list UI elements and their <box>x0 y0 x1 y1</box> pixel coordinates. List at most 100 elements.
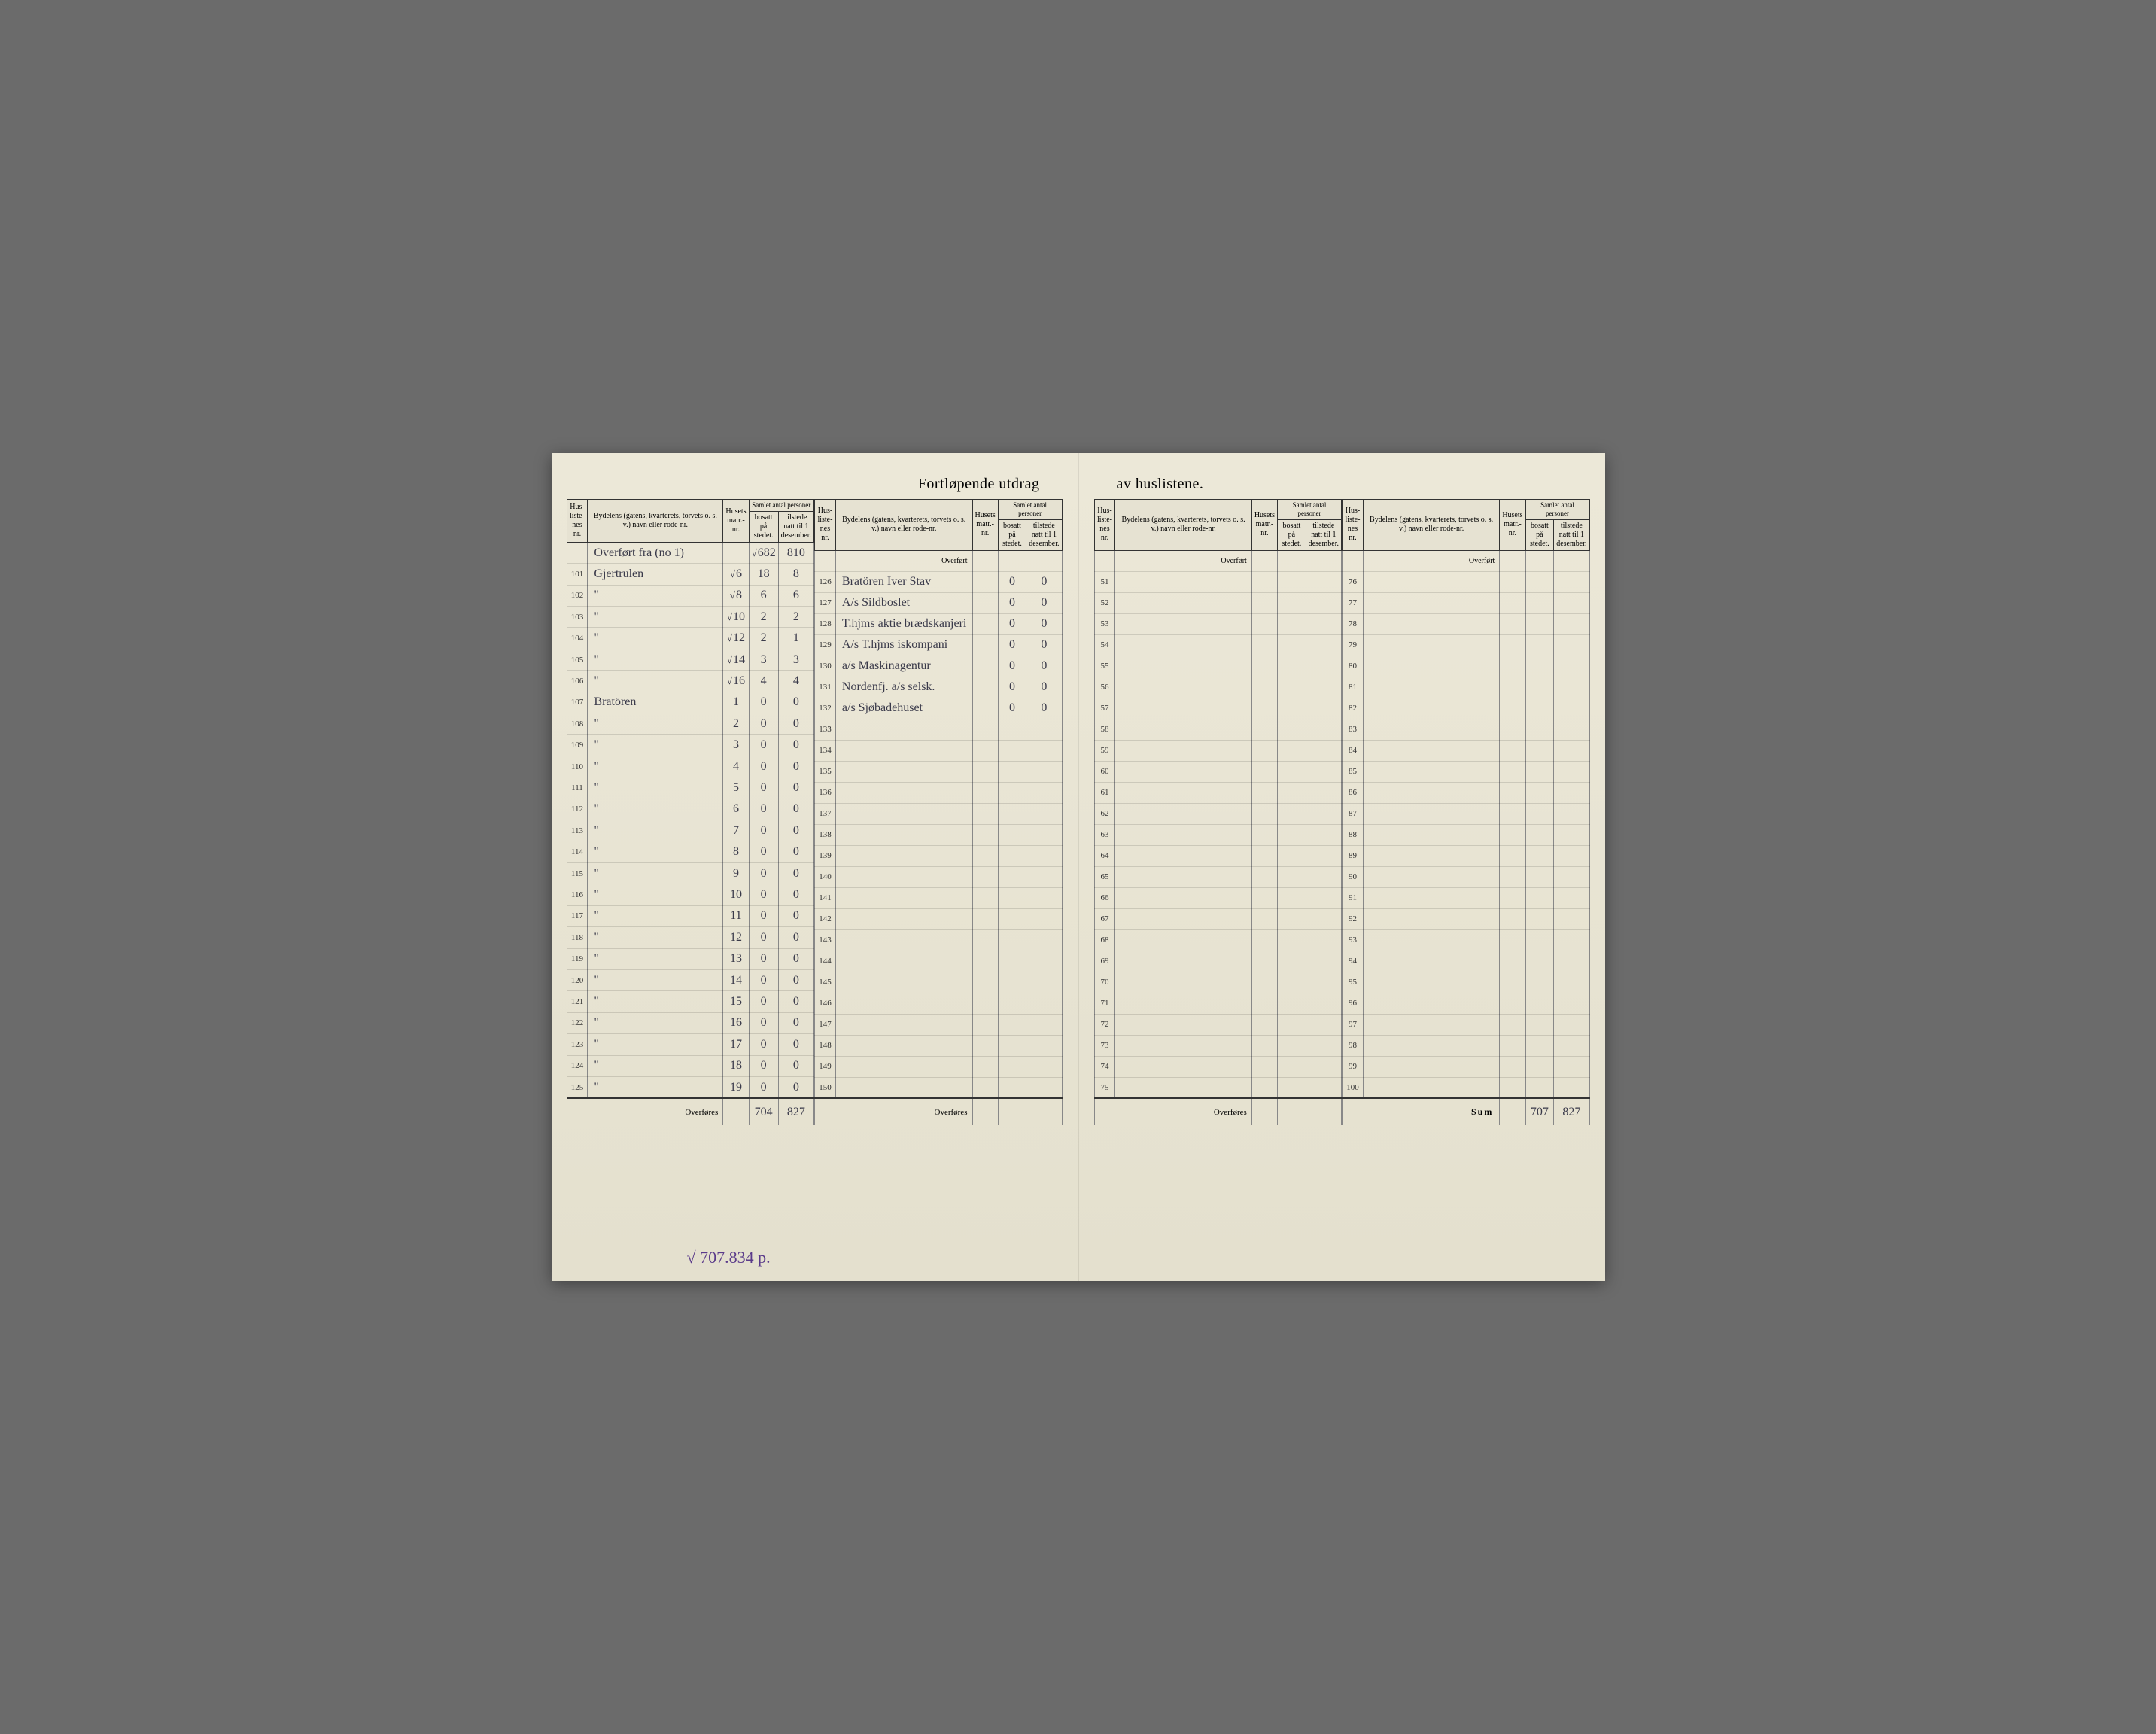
table-row: 80 <box>1343 656 1590 677</box>
table-row: 125"1900 <box>567 1076 814 1098</box>
table-row: 91 <box>1343 887 1590 908</box>
table-row: 66 <box>1094 887 1342 908</box>
sum-bo: 707 <box>1525 1098 1554 1125</box>
table-row: 116"1000 <box>567 884 814 905</box>
table-row: 99 <box>1343 1056 1590 1077</box>
table-row: 86 <box>1343 782 1590 803</box>
table-row: 107Bratören100 <box>567 692 814 713</box>
table-row: 137 <box>815 803 1063 824</box>
table-row: 67 <box>1094 908 1342 929</box>
table-row: 96 <box>1343 993 1590 1014</box>
table-row: 123"1700 <box>567 1034 814 1055</box>
table-row: 119"1300 <box>567 948 814 969</box>
table-row: 148 <box>815 1035 1063 1056</box>
table-row: 131Nordenfj. a/s selsk.00 <box>815 677 1063 698</box>
table-row: 117"1100 <box>567 905 814 926</box>
table-row: 63 <box>1094 824 1342 845</box>
table-row: 118"1200 <box>567 927 814 948</box>
table-row: 89 <box>1343 845 1590 866</box>
table-row: 82 <box>1343 698 1590 719</box>
left-page: Fortløpende utdrag Hus-liste-nes nr. Byd… <box>552 453 1078 1281</box>
table-left-a: Hus-liste-nes nr. Bydelens (gatens, kvar… <box>567 499 815 1125</box>
table-row: Overført <box>1343 550 1590 571</box>
thead: Hus-liste-nes nr. Bydelens (gatens, kvar… <box>567 500 814 543</box>
table-row: 57 <box>1094 698 1342 719</box>
h-nr: Hus-liste-nes nr. <box>567 500 588 543</box>
table-row: 115"900 <box>567 862 814 884</box>
table-row: 145 <box>815 972 1063 993</box>
table-row: 138 <box>815 824 1063 845</box>
table-row: 97 <box>1343 1014 1590 1035</box>
table-row: 100 <box>1343 1077 1590 1098</box>
carryout-ti: 827 <box>778 1098 813 1125</box>
table-row: 90 <box>1343 866 1590 887</box>
table-row: 112"600 <box>567 799 814 820</box>
table-row: 56 <box>1094 677 1342 698</box>
table-row: 73 <box>1094 1035 1342 1056</box>
table-row: 81 <box>1343 677 1590 698</box>
table-row: 135 <box>815 761 1063 782</box>
table-row: 111"500 <box>567 777 814 799</box>
table-row: 113"700 <box>567 820 814 841</box>
table-row: 136 <box>815 782 1063 803</box>
table-row: 105"√1433 <box>567 649 814 670</box>
table-row: 132a/s Sjøbadehuset00 <box>815 698 1063 719</box>
table-row: 126Bratören Iver Stav00 <box>815 571 1063 592</box>
table-row: 95 <box>1343 972 1590 993</box>
table-row: 54 <box>1094 634 1342 656</box>
table-row: 104"√1221 <box>567 628 814 649</box>
ledger-spread: Fortløpende utdrag Hus-liste-nes nr. Byd… <box>552 453 1605 1281</box>
table-row: 71 <box>1094 993 1342 1014</box>
right-page: av huslistene. Hus-liste-nes nr. Bydelen… <box>1078 453 1605 1281</box>
table-row: 52 <box>1094 592 1342 613</box>
table-row: 65 <box>1094 866 1342 887</box>
table-row: 75 <box>1094 1077 1342 1098</box>
table-row: Overført <box>1094 550 1342 571</box>
overfores-label: Overføres <box>567 1098 723 1125</box>
table-row: Overført <box>815 550 1063 571</box>
table-row: 62 <box>1094 803 1342 824</box>
table-row: 141 <box>815 887 1063 908</box>
table-row: 114"800 <box>567 841 814 862</box>
table-row: 74 <box>1094 1056 1342 1077</box>
table-row: 64 <box>1094 845 1342 866</box>
table-row: 120"1400 <box>567 969 814 990</box>
table-row: 108"200 <box>567 713 814 735</box>
sum-label: Sum <box>1343 1098 1500 1125</box>
table-row: 143 <box>815 929 1063 951</box>
table-row: 68 <box>1094 929 1342 951</box>
table-row: 149 <box>815 1056 1063 1077</box>
table-row: 134 <box>815 740 1063 761</box>
table-row: 51 <box>1094 571 1342 592</box>
table-row: 77 <box>1343 592 1590 613</box>
table-row: Overført fra (no 1)√682810 <box>567 542 814 563</box>
table-row: 109"300 <box>567 735 814 756</box>
h-matr: Husets matr.-nr. <box>723 500 749 543</box>
table-row: 150 <box>815 1077 1063 1098</box>
table-row: 92 <box>1343 908 1590 929</box>
table-row: 72 <box>1094 1014 1342 1035</box>
h-group: Samlet antal personer <box>749 500 813 512</box>
title-left: Fortløpende utdrag <box>567 476 1063 493</box>
table-row: 58 <box>1094 719 1342 740</box>
table-row: 93 <box>1343 929 1590 951</box>
h-tilstede: tilstede natt til 1 desember. <box>778 511 813 542</box>
table-row: 69 <box>1094 951 1342 972</box>
table-row: 121"1500 <box>567 991 814 1012</box>
table-row: 128T.hjms aktie brædskanjeri00 <box>815 613 1063 634</box>
table-row: 85 <box>1343 761 1590 782</box>
table-row: 133 <box>815 719 1063 740</box>
grand-total: √ 707.834 p. <box>687 1248 771 1267</box>
table-row: 53 <box>1094 613 1342 634</box>
h-bosatt: bosatt på stedet. <box>749 511 778 542</box>
table-row: 139 <box>815 845 1063 866</box>
title-right: av huslistene. <box>1094 476 1590 493</box>
h-name: Bydelens (gatens, kvarterets, torvets o.… <box>588 500 723 543</box>
table-row: 122"1600 <box>567 1012 814 1033</box>
table-row: 88 <box>1343 824 1590 845</box>
table-row: 101Gjertrulen√6188 <box>567 564 814 585</box>
table-row: 55 <box>1094 656 1342 677</box>
table-row: 83 <box>1343 719 1590 740</box>
table-row: 76 <box>1343 571 1590 592</box>
table-row: 98 <box>1343 1035 1590 1056</box>
